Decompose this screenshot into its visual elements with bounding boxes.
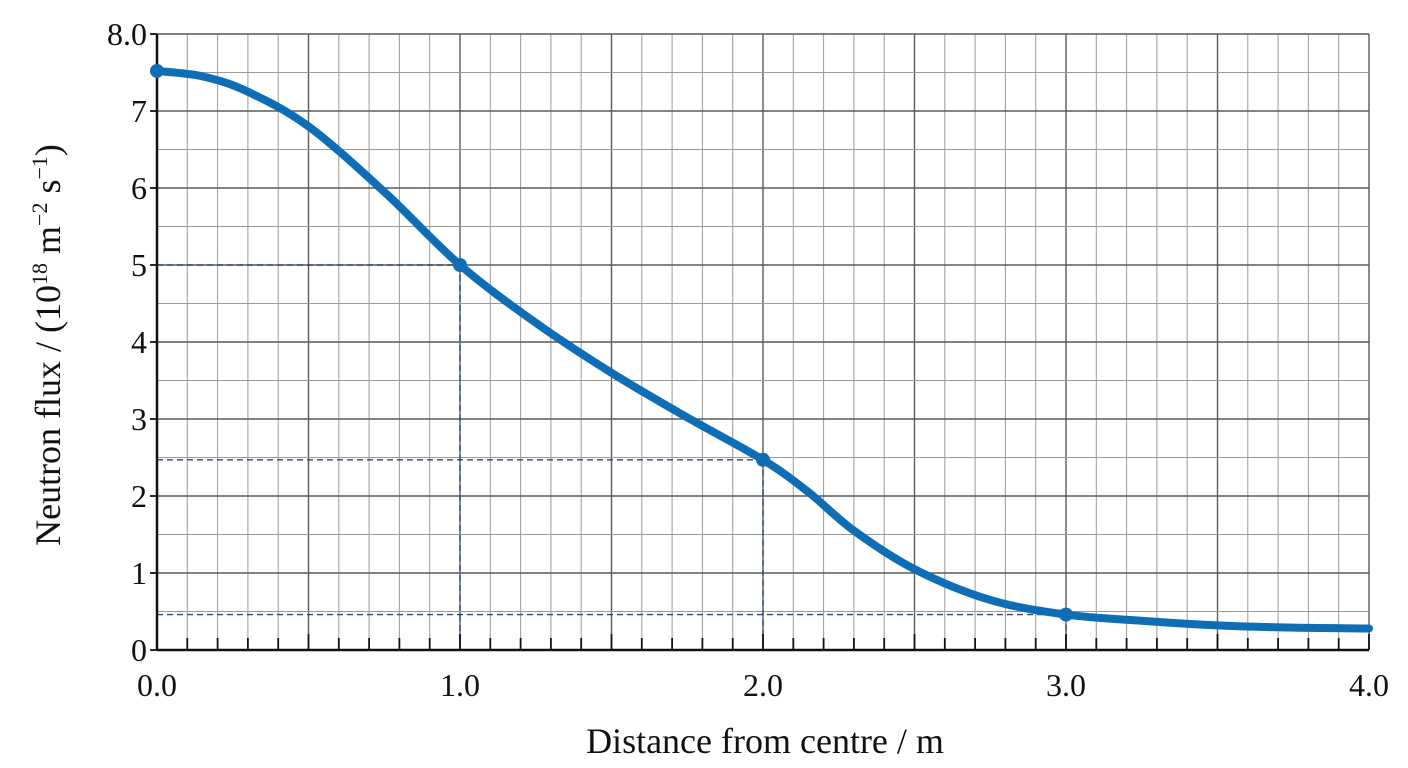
x-tick-label: 4.0 <box>1349 667 1389 703</box>
data-point-marker <box>150 63 164 78</box>
data-point-marker <box>1059 607 1073 622</box>
y-tick-label: 4 <box>131 324 147 360</box>
y-tick-label: 3 <box>131 401 147 437</box>
x-tick-label: 3.0 <box>1046 667 1086 703</box>
x-tick-label: 1.0 <box>440 667 480 703</box>
guide-lines <box>157 264 1067 650</box>
y-tick-label: 7 <box>131 93 147 129</box>
y-axis-title-part: m <box>28 226 68 263</box>
flux-curve <box>153 66 1373 633</box>
y-axis-title-part: ) <box>28 144 68 156</box>
x-tick-label: 0.0 <box>137 667 177 703</box>
y-tick-label: 8.0 <box>107 16 147 52</box>
y-axis-title-sup: 18 <box>27 263 52 285</box>
x-axis-title: Distance from centre / m <box>586 721 944 761</box>
y-tick-label: 1 <box>131 555 147 591</box>
y-axis-title-sup: −2 <box>27 203 52 226</box>
series <box>150 63 1373 633</box>
data-point-marker <box>453 258 467 272</box>
y-tick-label: 2 <box>131 478 147 514</box>
y-tick-label: 0 <box>131 632 147 668</box>
y-axis-title-part: s <box>28 180 68 203</box>
labels: Distance from centre / m Neutron flux / … <box>27 144 944 761</box>
y-axis-title: Neutron flux / (1018 m−2 s−1) <box>27 144 68 546</box>
y-tick-label: 6 <box>131 170 147 206</box>
data-point-marker <box>756 452 770 467</box>
x-tick-label: 2.0 <box>743 667 783 703</box>
y-axis-title-sup: −1 <box>27 156 52 179</box>
axes: 0.0 1.0 2.0 3.0 4.0 0 1 2 3 4 5 6 7 8.0 <box>107 16 1389 703</box>
y-axis-title-part: Neutron flux / (10 <box>28 285 68 546</box>
grid <box>156 33 1370 651</box>
y-tick-label: 5 <box>131 247 147 283</box>
